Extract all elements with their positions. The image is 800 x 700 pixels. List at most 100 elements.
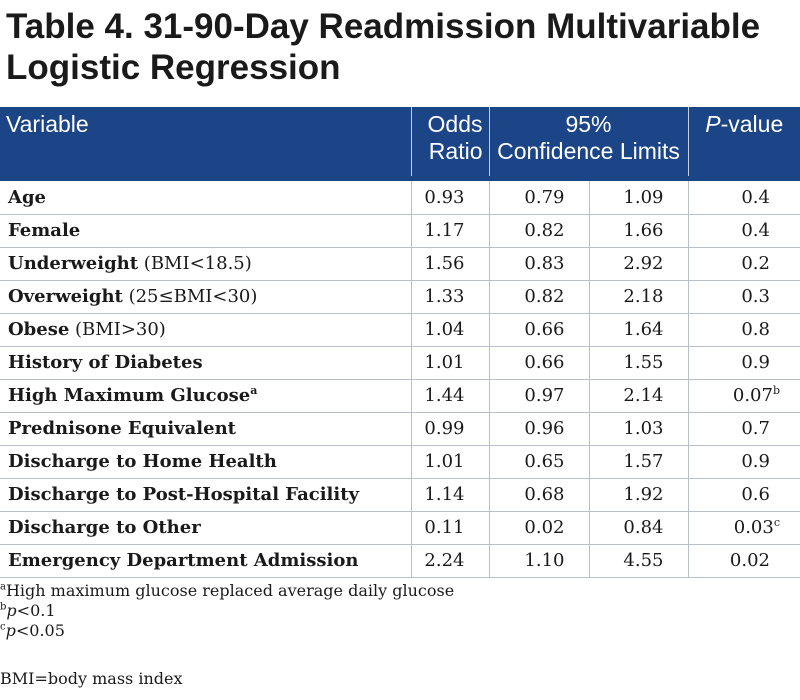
cell-odds-ratio: 1.01 (410, 345, 489, 379)
variable-qualifier: (BMI>30) (69, 319, 166, 340)
header-odds-ratio: Odds Ratio (410, 107, 489, 176)
p-value-text: 0.8 (741, 319, 770, 340)
table-row: Age 0.93 0.79 1.09 0.4 (0, 181, 800, 214)
p-value-text: 0.4 (741, 220, 770, 241)
cell-odds-ratio: 1.04 (410, 312, 489, 346)
p-value-text: 0.3 (741, 286, 770, 307)
cell-odds-ratio: 2.24 (410, 543, 489, 578)
variable-name: Discharge to Home Health (8, 451, 277, 472)
cell-p-value: 0.3 (687, 279, 800, 313)
header-confidence-limits: 95% Confidence Limits (488, 107, 688, 176)
p-value-text: 0.2 (741, 253, 770, 274)
footnote-c: cp<0.05 (0, 621, 65, 640)
header-spacer (0, 176, 800, 181)
cell-variable: High Maximum Glucosea (0, 378, 411, 412)
cell-variable: Prednisone Equivalent (0, 411, 411, 445)
cell-upper-limit: 1.55 (588, 345, 688, 379)
cell-lower-limit: 0.68 (488, 477, 589, 511)
cell-p-value: 0.8 (687, 312, 800, 346)
variable-name: Female (8, 220, 81, 241)
cell-upper-limit: 1.57 (588, 444, 688, 478)
variable-name: Prednisone Equivalent (8, 418, 236, 439)
p-value-text: 0.02 (729, 550, 770, 571)
cell-upper-limit: 1.03 (588, 411, 688, 445)
cell-upper-limit: 2.18 (588, 279, 688, 313)
p-value-footnote-marker: c (773, 516, 780, 529)
cell-lower-limit: 0.83 (488, 246, 589, 280)
cell-upper-limit: 4.55 (588, 543, 688, 578)
cell-p-value: 0.9 (687, 444, 800, 478)
table-row: Obese (BMI>30) 1.04 0.66 1.64 0.8 (0, 312, 800, 346)
table-row: Discharge to Post-Hospital Facility 1.14 0… (0, 477, 800, 511)
table-row: Female 1.17 0.82 1.66 0.4 (0, 213, 800, 247)
cell-upper-limit: 1.66 (588, 213, 688, 247)
cell-odds-ratio: 1.56 (410, 246, 489, 280)
table-row: High Maximum Glucosea 1.44 0.97 2.14 0.07b (0, 378, 800, 412)
cell-lower-limit: 0.82 (488, 279, 589, 313)
cell-variable: History of Diabetes (0, 345, 411, 379)
cell-upper-limit: 1.64 (588, 312, 688, 346)
cell-lower-limit: 0.02 (488, 510, 589, 544)
p-value-footnote-marker: b (772, 384, 780, 397)
cell-upper-limit: 1.92 (588, 477, 688, 511)
cell-upper-limit: 0.84 (588, 510, 688, 544)
table-row: Overweight (25≤BMI<30) 1.33 0.82 2.18 0.3 (0, 279, 800, 313)
table-row: Underweight (BMI<18.5) 1.56 0.83 2.92 0.2 (0, 246, 800, 280)
cell-odds-ratio: 0.99 (410, 411, 489, 445)
cell-upper-limit: 2.92 (588, 246, 688, 280)
variable-name: Emergency Department Admission (8, 550, 359, 571)
cell-variable: Discharge to Home Health (0, 444, 411, 478)
p-value-text: 0.4 (741, 186, 770, 208)
cell-p-value: 0.07b (687, 378, 800, 412)
cell-p-value: 0.02 (687, 543, 800, 578)
p-value-text: 0.7 (741, 418, 770, 439)
footnotes: aHigh maximum glucose replaced average d… (0, 581, 800, 689)
cell-upper-limit: 1.09 (588, 181, 688, 214)
cell-odds-ratio: 1.17 (410, 213, 489, 247)
footnote-bmi: BMI=body mass index (0, 669, 183, 688)
cell-variable: Discharge to Other (0, 510, 411, 544)
cell-odds-ratio: 1.14 (410, 477, 489, 511)
p-value-text: 0.6 (741, 484, 770, 505)
variable-name: Underweight (8, 253, 139, 274)
cell-odds-ratio: 1.01 (410, 444, 489, 478)
cell-lower-limit: 1.10 (488, 543, 589, 578)
variable-footnote-marker: a (250, 384, 258, 397)
table-row: Prednisone Equivalent 0.99 0.96 1.03 0.7 (0, 411, 800, 445)
footnote-a: aHigh maximum glucose replaced average d… (0, 581, 455, 600)
cell-p-value: 0.7 (687, 411, 800, 445)
variable-name: Obese (8, 319, 70, 340)
cell-p-value: 0.2 (687, 246, 800, 280)
table-title: Table 4. 31-90-Day Readmission Multivari… (6, 7, 761, 87)
cell-lower-limit: 0.82 (488, 213, 589, 247)
p-value-text: 0.9 (741, 451, 770, 472)
table-header: Variable Odds Ratio 95% Confidence Limits … (0, 107, 800, 181)
table-row: Discharge to Other 0.11 0.02 0.84 0.03c (0, 510, 800, 544)
footnote-b: bp<0.1 (0, 601, 56, 620)
cell-lower-limit: 0.66 (488, 345, 589, 379)
cell-odds-ratio: 0.11 (410, 510, 489, 544)
variable-name: Discharge to Other (8, 517, 201, 538)
cell-p-value: 0.6 (687, 477, 800, 511)
cell-upper-limit: 2.14 (588, 378, 688, 412)
p-value-text: 0.9 (741, 352, 770, 373)
cell-p-value: 0.4 (687, 213, 800, 247)
table-row: Discharge to Home Health 1.01 0.65 1.57 0.9 (0, 444, 800, 478)
cell-p-value: 0.4 (687, 181, 800, 214)
header-p-value: P-value (687, 107, 800, 176)
cell-variable: Discharge to Post-Hospital Facility (0, 477, 411, 511)
cell-lower-limit: 0.66 (488, 312, 589, 346)
regression-table: Variable Odds Ratio 95% Confidence Limits … (0, 107, 800, 578)
cell-lower-limit: 0.65 (488, 444, 589, 478)
cell-variable: Emergency Department Admission (0, 543, 411, 578)
cell-variable: Obese (BMI>30) (0, 312, 411, 346)
variable-name: Overweight (8, 286, 123, 307)
variable-qualifier: (25≤BMI<30) (122, 286, 258, 307)
variable-qualifier: (BMI<18.5) (138, 253, 252, 274)
cell-odds-ratio: 1.44 (410, 378, 489, 412)
variable-name: Discharge to Post-Hospital Facility (8, 484, 359, 505)
variable-name: Age (8, 186, 47, 208)
variable-name: History of Diabetes (8, 352, 203, 373)
table-body: Age 0.93 0.79 1.09 0.4 Female 1.17 0.82 1.66 0.4 U… (0, 181, 800, 578)
